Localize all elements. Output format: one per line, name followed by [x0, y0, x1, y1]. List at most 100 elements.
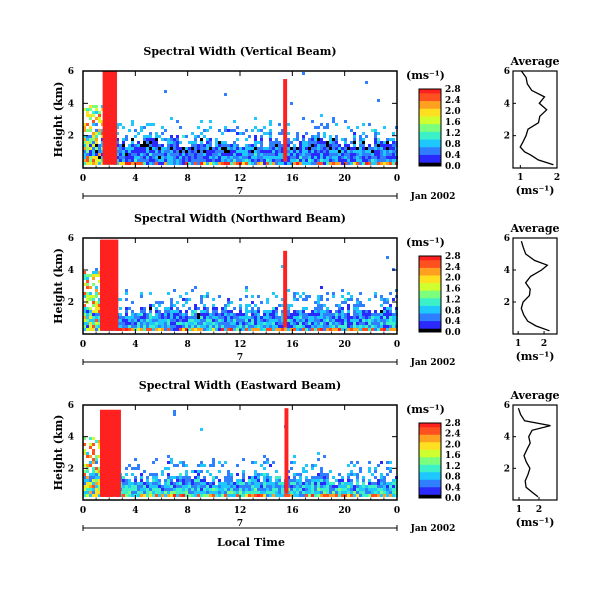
y-axis-label: Height (km)	[52, 82, 65, 158]
high-width-column-1	[100, 239, 119, 331]
average-x-tick-label: 1	[516, 505, 522, 515]
average-title: Average	[509, 55, 559, 68]
average-profile-line	[517, 407, 551, 498]
average-title: Average	[509, 389, 559, 402]
x-tick-label: 16	[286, 340, 299, 350]
colorbar-tick-label: 1.6	[445, 118, 461, 128]
x-tick-label: 12	[234, 174, 247, 184]
x-tick-label: 0	[394, 506, 400, 516]
y-axis-label: Height (km)	[52, 415, 65, 491]
average-frame	[512, 237, 558, 335]
date-label: Jan 2002	[410, 192, 456, 202]
colorbar-tick-label: 0.8	[445, 306, 461, 316]
x-tick-label: 0	[394, 340, 400, 350]
average-x-tick-label: 2	[554, 173, 560, 183]
average-y-tick-label: 2	[504, 298, 510, 308]
day-label: 7	[237, 187, 243, 197]
average-frame	[512, 404, 558, 501]
average-y-tick-label: 4	[504, 99, 510, 109]
high-width-column-2	[284, 408, 289, 494]
high-width-column-1	[102, 71, 118, 165]
y-tick-label: 2	[68, 464, 74, 474]
x-tick-label: 16	[286, 506, 299, 516]
panel-title: Spectral Width (Eastward Beam)	[139, 379, 341, 392]
average-y-tick-label: 6	[504, 401, 510, 411]
colorbar-tick-label: 1.2	[445, 295, 461, 305]
colorbar-tick-label: 0.8	[445, 140, 461, 150]
panel-title: Spectral Width (Vertical Beam)	[143, 45, 336, 58]
average-frame	[512, 70, 558, 169]
x-tick-label: 0	[80, 506, 86, 516]
x-tick-label: 8	[185, 340, 191, 350]
colorbar-tick-label: 0.4	[445, 151, 461, 161]
x-tick-label: 8	[185, 506, 191, 516]
average-x-label: (ms⁻¹)	[516, 184, 555, 197]
average-profile-line	[519, 70, 554, 166]
colorbar-unit: (ms⁻¹)	[406, 236, 445, 249]
high-width-column-1	[100, 409, 121, 497]
colorbar-tick-label: 1.2	[445, 129, 461, 139]
average-x-label: (ms⁻¹)	[516, 516, 555, 529]
colorbar-tick-label: 2.4	[445, 263, 461, 273]
colorbar-tick-label: 0.0	[445, 494, 461, 504]
colorbar-frame	[418, 255, 442, 333]
colorbar-tick-label: 0.0	[445, 328, 461, 338]
colorbar-tick-label: 0.4	[445, 317, 461, 327]
colorbar-frame	[418, 422, 442, 499]
date-label: Jan 2002	[410, 358, 456, 368]
x-tick-label: 4	[132, 174, 138, 184]
x-tick-label: 0	[80, 340, 86, 350]
y-tick-label: 6	[68, 234, 74, 244]
y-tick-label: 4	[68, 266, 74, 276]
colorbar	[419, 423, 441, 499]
panel-3: Spectral Width (Eastward Beam)0 4 8 12 16 20 0…	[52, 379, 560, 534]
colorbar-tick-label: 0.8	[445, 473, 461, 483]
average-x-label: (ms⁻¹)	[516, 350, 555, 363]
x-tick-label: 20	[338, 340, 351, 350]
x-tick-label: 4	[132, 340, 138, 350]
colorbar-tick-label: 2.4	[445, 96, 461, 106]
average-x-tick-label: 2	[541, 339, 547, 349]
colorbar-tick-label: 2.0	[445, 440, 461, 450]
x-tick-label: 12	[234, 506, 247, 516]
colorbar-tick-label: 0.4	[445, 483, 461, 493]
colorbar-tick-label: 1.6	[445, 451, 461, 461]
colorbar	[419, 89, 441, 167]
high-width-column-2	[283, 79, 288, 162]
x-tick-label: 20	[338, 174, 351, 184]
y-tick-label: 4	[68, 99, 74, 109]
y-tick-label: 2	[68, 298, 74, 308]
x-tick-label: 0	[394, 174, 400, 184]
average-x-tick-label: 1	[517, 173, 523, 183]
y-tick-label: 2	[68, 132, 74, 142]
average-profile-line	[520, 241, 550, 332]
colorbar-tick-label: 2.8	[445, 419, 461, 429]
colorbar-tick-label: 2.8	[445, 85, 461, 95]
colorbar-tick-label: 2.0	[445, 107, 461, 117]
x-tick-label: 4	[132, 506, 138, 516]
colorbar-tick-label: 0.0	[445, 162, 461, 172]
x-tick-label: 8	[185, 174, 191, 184]
average-y-tick-label: 2	[504, 464, 510, 474]
colorbar-tick-label: 1.6	[445, 285, 461, 295]
x-tick-label: 16	[286, 174, 299, 184]
average-y-tick-label: 4	[504, 433, 510, 443]
x-tick-label: 12	[234, 340, 247, 350]
panel-2: Spectral Width (Northward Beam)0 4 8 12 16 20…	[52, 212, 560, 368]
average-x-tick-label: 1	[515, 339, 521, 349]
average-x-tick-label: 2	[536, 505, 542, 515]
x-tick-label: 0	[80, 174, 86, 184]
colorbar-unit: (ms⁻¹)	[406, 69, 445, 82]
day-label: 7	[237, 353, 243, 363]
bottom-xlabel: Local Time	[217, 536, 285, 549]
y-tick-label: 6	[68, 401, 74, 411]
colorbar-tick-label: 1.2	[445, 462, 461, 472]
average-y-tick-label: 6	[504, 67, 510, 77]
colorbar-tick-label: 2.8	[445, 252, 461, 262]
colorbar-unit: (ms⁻¹)	[406, 403, 445, 416]
panel-1: Spectral Width (Vertical Beam)0 4 8 12 16 20 0…	[52, 45, 560, 202]
x-tick-label: 20	[338, 506, 351, 516]
y-axis-label: Height (km)	[52, 248, 65, 324]
high-width-column-2	[283, 250, 288, 328]
